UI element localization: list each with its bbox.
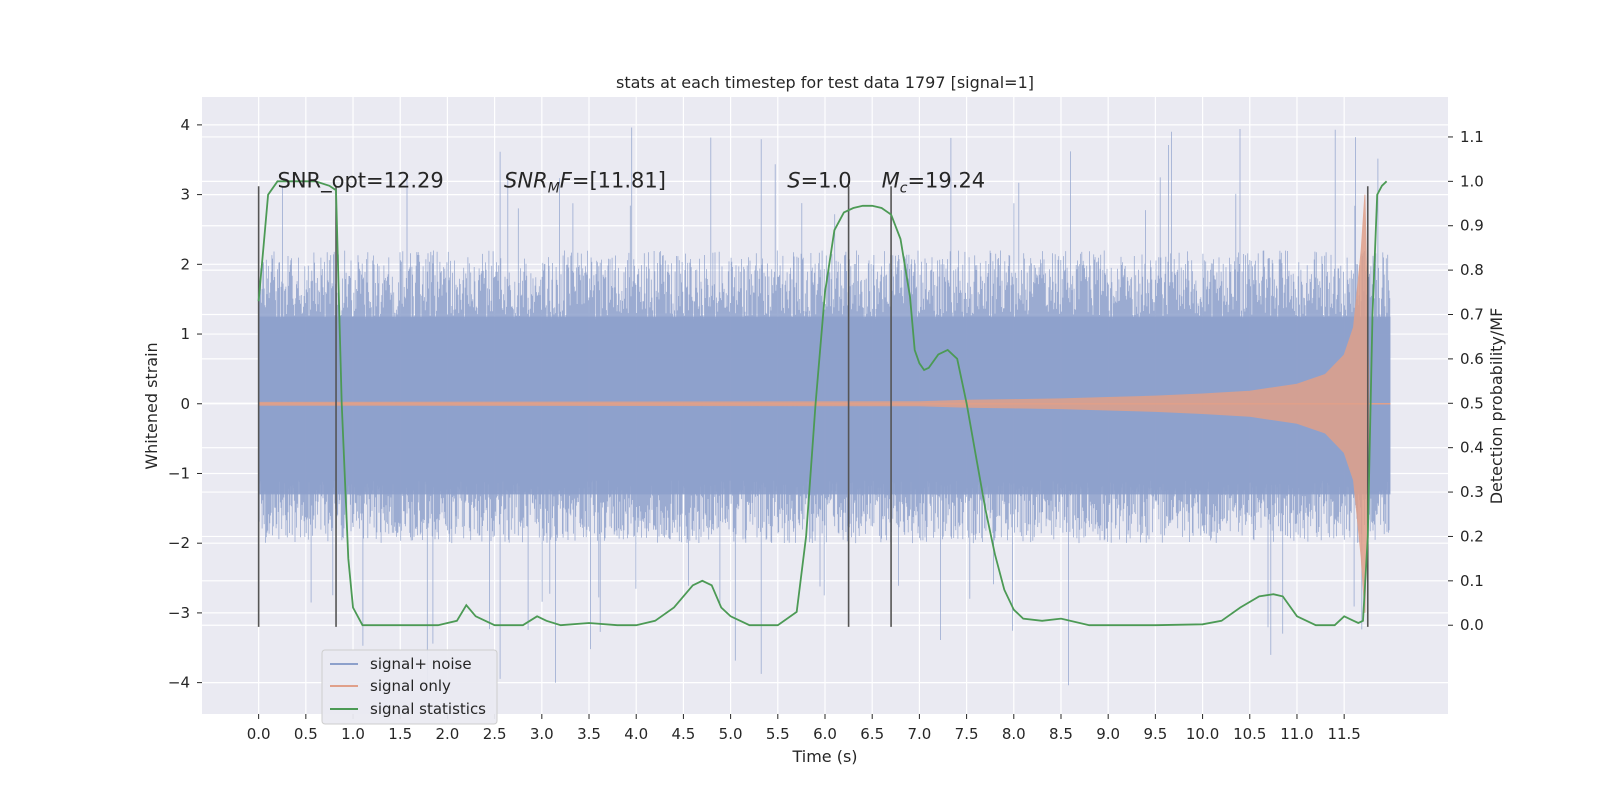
y2-tick-label: 0.1	[1460, 572, 1484, 590]
y-axis-ticks: −4 −3 −2 −1 0 1 2 3 4	[168, 116, 202, 692]
y2-tick-label: 0.6	[1460, 350, 1484, 368]
y-tick-label: 1	[180, 325, 190, 343]
series-signal-only	[258, 194, 1391, 613]
chart-title: stats at each timestep for test data 179…	[616, 73, 1034, 92]
x-tick-label: 1.5	[388, 725, 412, 743]
y-tick-label: −4	[168, 674, 190, 692]
annotation-text: SNR_opt=12.29	[278, 169, 444, 194]
y2-tick-label: 0.0	[1460, 616, 1484, 634]
y2-axis-ticks: 0.0 0.1 0.2 0.3 0.4 0.5 0.6 0.7 0.8 0.9 1.0 1.1	[1448, 128, 1484, 634]
x-tick-label: 6.5	[860, 725, 884, 743]
x-tick-label: 5.5	[766, 725, 790, 743]
series-signal-statistics	[257, 180, 1388, 627]
y2-tick-label: 0.4	[1460, 439, 1484, 457]
x-tick-label: 9.5	[1143, 725, 1167, 743]
y2-tick-label: 1.0	[1460, 172, 1484, 190]
annotations: SNR_opt=12.29 SNRMF=[11.81] S=1.0 Mc=19.24	[278, 169, 986, 197]
x-tick-label: 4.5	[671, 725, 695, 743]
signal-statistics-line	[257, 180, 1388, 627]
x-tick-label: 8.0	[1002, 725, 1026, 743]
x-tick-label: 11.5	[1327, 725, 1360, 743]
x-tick-label: 5.0	[719, 725, 743, 743]
x-tick-label: 1.0	[341, 725, 365, 743]
x-tick-label: 4.0	[624, 725, 648, 743]
y-tick-label: 0	[180, 395, 190, 413]
x-tick-label: 2.0	[435, 725, 459, 743]
legend-box	[321, 649, 498, 725]
y2-tick-label: 0.9	[1460, 217, 1484, 235]
y2-tick-label: 0.8	[1460, 261, 1484, 279]
x-axis-ticks: 0.0 0.5 1.0 1.5 2.0 2.5 3.0 3.5 4.0 4.5 5.0 5.5 6.0 6…	[247, 714, 1361, 743]
x-tick-label: 8.5	[1049, 725, 1073, 743]
legend: signal+ noise signal only signal statist…	[321, 649, 498, 725]
x-tick-label: 6.0	[813, 725, 837, 743]
legend-label-signal-statistics: signal statistics	[370, 700, 486, 718]
x-tick-label: 10.0	[1186, 725, 1219, 743]
y2-tick-label: 0.3	[1460, 483, 1484, 501]
x-tick-label: 10.5	[1233, 725, 1266, 743]
x-tick-label: 7.0	[907, 725, 931, 743]
y-tick-label: −2	[168, 534, 190, 552]
y-tick-label: −1	[168, 464, 190, 482]
x-tick-label: 2.5	[483, 725, 507, 743]
y2-tick-label: 1.1	[1460, 128, 1484, 146]
annotation-text: S=1.0	[787, 169, 851, 193]
y-tick-label: 3	[180, 186, 190, 204]
x-tick-label: 0.0	[247, 725, 271, 743]
legend-label-signal-only: signal only	[370, 677, 451, 695]
annotation-text: SNRMF=[11.81]	[504, 169, 666, 197]
x-tick-label: 3.5	[577, 725, 601, 743]
legend-label-signal-noise: signal+ noise	[370, 655, 472, 673]
y-tick-label: 4	[180, 116, 190, 134]
annotation-text: Mc=19.24	[882, 169, 986, 197]
y2-tick-label: 0.7	[1460, 306, 1484, 324]
x-tick-label: 9.0	[1096, 725, 1120, 743]
y2-axis-label: Detection probability/MF	[1487, 308, 1506, 505]
vertical-markers	[257, 186, 1369, 627]
y-tick-label: 2	[180, 255, 190, 273]
x-tick-label: 11.0	[1280, 725, 1313, 743]
y2-tick-label: 0.5	[1460, 394, 1484, 412]
y2-tick-label: 0.2	[1460, 527, 1484, 545]
x-tick-label: 7.5	[955, 725, 979, 743]
y-axis-label: Whitened strain	[142, 342, 161, 469]
x-axis-label: Time (s)	[791, 747, 857, 766]
x-tick-label: 3.0	[530, 725, 554, 743]
x-tick-label: 0.5	[294, 725, 318, 743]
y-tick-label: −3	[168, 604, 190, 622]
